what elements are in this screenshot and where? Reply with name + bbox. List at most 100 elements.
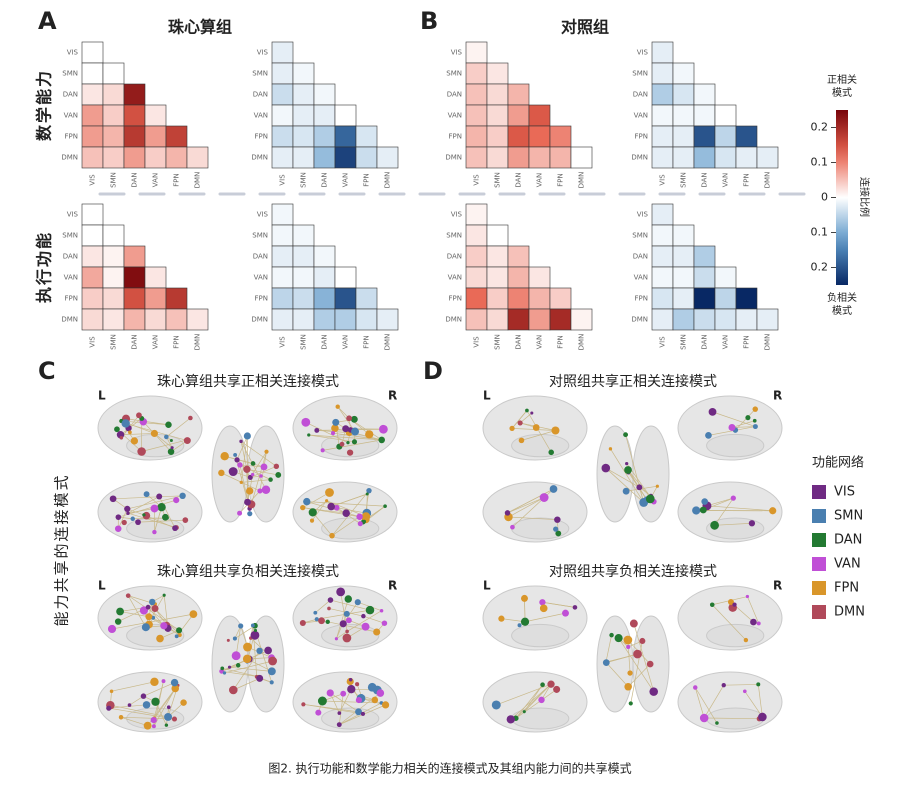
- connection: [240, 441, 277, 467]
- node: [343, 610, 350, 617]
- node: [699, 506, 707, 514]
- heatmap-cell: [486, 287, 509, 310]
- node: [517, 623, 522, 628]
- heatmap-cell: [507, 266, 530, 289]
- connection: [542, 601, 576, 608]
- heatmap-cell: [271, 245, 294, 268]
- node: [365, 605, 375, 615]
- node: [383, 504, 387, 508]
- row-label: SMN: [632, 70, 648, 78]
- connection: [342, 601, 359, 624]
- col-label: DAN: [701, 172, 709, 187]
- heatmap-cell: [313, 308, 336, 331]
- node: [340, 690, 347, 697]
- panel-letter: B: [420, 7, 438, 35]
- connection: [723, 684, 759, 686]
- node: [161, 679, 166, 684]
- heatmap-cell: [144, 287, 167, 310]
- heatmap-cell: [693, 308, 716, 331]
- node: [150, 504, 159, 513]
- connection: [330, 599, 371, 611]
- node: [506, 715, 515, 724]
- connection: [111, 613, 194, 630]
- brain-temporal: [511, 433, 570, 458]
- heatmap-cell: [81, 266, 104, 289]
- connection: [331, 490, 370, 536]
- row-label: DAN: [63, 253, 78, 261]
- row-label: SMN: [252, 232, 268, 240]
- section-title: 对照组共享正相关连接模式: [549, 373, 717, 390]
- node: [540, 682, 545, 688]
- connection: [224, 660, 273, 674]
- heatmap-cell: [651, 224, 674, 247]
- heatmap-cell: [334, 287, 357, 310]
- connection: [706, 505, 773, 512]
- heatmap-cell: [714, 287, 737, 310]
- connection: [234, 625, 256, 639]
- connection: [627, 469, 648, 500]
- node: [602, 659, 610, 666]
- heatmap-cell: [528, 125, 551, 148]
- node: [498, 615, 505, 622]
- heatmap-cell: [271, 104, 294, 127]
- node: [346, 441, 350, 445]
- node: [356, 513, 363, 520]
- legend-label: VAN: [834, 557, 861, 572]
- connection: [322, 439, 382, 451]
- connection: [706, 497, 734, 507]
- node: [354, 599, 361, 606]
- node: [242, 654, 252, 664]
- heatmap-cell: [81, 308, 104, 331]
- node: [247, 511, 253, 517]
- connection: [511, 410, 528, 429]
- node: [156, 634, 164, 643]
- row-label: DMN: [445, 316, 462, 324]
- heatmap-cell: [486, 245, 509, 268]
- heatmap-cell: [651, 41, 674, 64]
- col-label: DAN: [131, 334, 139, 349]
- node: [359, 693, 364, 698]
- node: [379, 608, 384, 613]
- row-label: VAN: [448, 112, 462, 120]
- connection: [711, 604, 747, 641]
- heatmap-cell: [486, 104, 509, 127]
- node: [246, 487, 254, 495]
- heatmap-cell: [507, 287, 530, 310]
- node: [624, 683, 632, 691]
- node: [756, 682, 761, 687]
- node: [539, 604, 548, 613]
- node: [182, 517, 189, 524]
- node: [721, 682, 726, 688]
- col-label: DAN: [515, 334, 523, 349]
- connection: [712, 411, 756, 427]
- connection: [708, 426, 756, 436]
- row-label: DAN: [253, 253, 268, 261]
- row-label: DMN: [61, 316, 78, 324]
- node: [234, 457, 240, 463]
- heatmap-cell: [271, 203, 294, 226]
- connection: [757, 684, 763, 718]
- node: [135, 519, 141, 526]
- node: [351, 427, 360, 436]
- col-label: VIS: [279, 336, 287, 348]
- heatmap-cell: [102, 104, 125, 127]
- node: [237, 462, 243, 468]
- heatmap-cell: [651, 125, 674, 148]
- heatmap-cell: [693, 104, 716, 127]
- connection: [367, 505, 386, 521]
- node: [538, 696, 545, 704]
- heatmap-cell: [334, 266, 357, 289]
- connection: [605, 653, 638, 663]
- heatmap-cell: [271, 41, 294, 64]
- node: [136, 412, 142, 419]
- node: [307, 433, 311, 437]
- col-label: SMN: [300, 172, 308, 188]
- node: [608, 447, 613, 451]
- heatmap-cell: [651, 245, 674, 268]
- node: [151, 697, 160, 706]
- node: [357, 521, 363, 527]
- connection: [363, 615, 385, 624]
- connection: [331, 493, 368, 507]
- heatmap-cell: [123, 266, 146, 289]
- heatmap-cell: [376, 308, 399, 331]
